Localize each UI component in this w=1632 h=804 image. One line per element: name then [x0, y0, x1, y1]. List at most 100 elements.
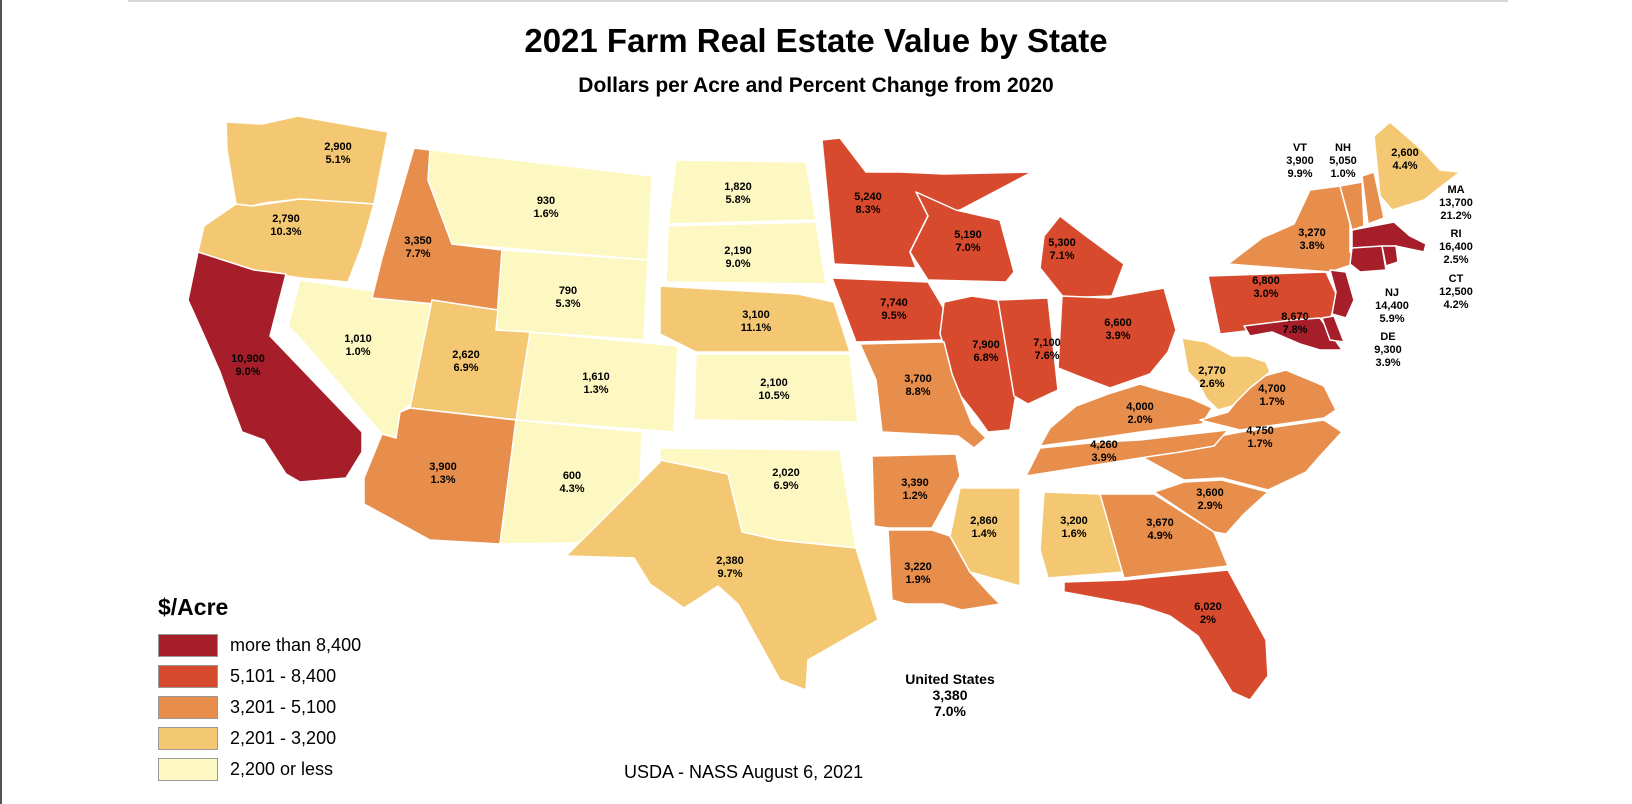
state-change-SC: 2.9%	[1197, 500, 1222, 512]
state-value-NH: 5,050	[1329, 155, 1357, 167]
state-value-MN: 5,240	[854, 191, 882, 203]
state-NJ	[1329, 269, 1355, 319]
state-change-FL: 2%	[1200, 614, 1216, 626]
state-OH	[1057, 287, 1177, 389]
state-SD	[665, 221, 827, 285]
state-value-VA: 4,700	[1258, 383, 1286, 395]
state-change-OK: 6.9%	[773, 480, 798, 492]
state-DE	[1321, 315, 1345, 343]
state-value-MT: 930	[537, 195, 555, 207]
state-change-WY: 5.3%	[555, 298, 580, 310]
us-total-value: 3,380	[932, 687, 968, 703]
legend-swatch	[158, 634, 218, 657]
state-value-SC: 3,600	[1196, 487, 1224, 499]
state-RI	[1381, 245, 1399, 267]
state-value-UT: 2,620	[452, 349, 480, 361]
state-change-OR: 10.3%	[270, 226, 301, 238]
state-change-NE: 11.1%	[741, 322, 772, 334]
state-KS	[693, 353, 859, 423]
state-change-PA: 3.0%	[1253, 288, 1278, 300]
state-change-ND: 5.8%	[725, 194, 750, 206]
state-value-KS: 2,100	[760, 377, 788, 389]
state-WI	[909, 191, 1015, 283]
state-value-IA: 7,740	[880, 297, 908, 309]
state-change-ME: 4.4%	[1392, 160, 1417, 172]
state-MT	[427, 149, 653, 261]
state-CO	[515, 331, 679, 433]
state-change-IN: 7.6%	[1034, 350, 1059, 362]
state-abbr-CT: CT	[1449, 273, 1464, 285]
legend-label: 3,201 - 5,100	[230, 697, 337, 717]
state-value-WA: 2,900	[324, 141, 352, 153]
state-NH	[1361, 171, 1385, 225]
state-LA	[887, 529, 1001, 611]
state-change-KY: 2.0%	[1127, 414, 1152, 426]
legend-label: 2,201 - 3,200	[230, 728, 337, 748]
state-value-CT: 12,500	[1439, 286, 1473, 298]
frame-border-left	[0, 0, 2, 804]
state-value-ND: 1,820	[724, 181, 752, 193]
state-value-DE: 9,300	[1374, 344, 1402, 356]
state-change-DE: 3.9%	[1375, 357, 1400, 369]
state-value-NJ: 14,400	[1375, 300, 1409, 312]
state-change-WI: 7.0%	[955, 242, 980, 254]
state-value-MI: 5,300	[1048, 237, 1076, 249]
state-AR	[871, 453, 961, 529]
state-change-MT: 1.6%	[533, 208, 558, 220]
legend-swatch	[158, 727, 218, 750]
state-change-IL: 6.8%	[973, 352, 998, 364]
state-value-WV: 2,770	[1198, 365, 1226, 377]
state-value-TN: 4,260	[1090, 439, 1118, 451]
state-ND	[667, 159, 817, 225]
state-FL	[1063, 569, 1269, 701]
state-value-IN: 7,100	[1033, 337, 1061, 349]
state-change-WV: 2.6%	[1199, 378, 1224, 390]
state-value-ME: 2,600	[1391, 147, 1419, 159]
state-change-MO: 8.8%	[905, 386, 930, 398]
state-MD	[1243, 317, 1343, 351]
state-value-RI: 16,400	[1439, 241, 1473, 253]
state-value-CO: 1,610	[582, 371, 610, 383]
state-value-AL: 3,200	[1060, 515, 1088, 527]
state-abbr-VT: VT	[1293, 142, 1307, 154]
state-WY	[495, 249, 649, 341]
state-value-VT: 3,900	[1286, 155, 1314, 167]
state-MO	[859, 341, 987, 449]
legend-swatch	[158, 665, 218, 688]
state-MS	[949, 487, 1021, 587]
state-value-NC: 4,750	[1246, 425, 1274, 437]
state-GA	[1099, 493, 1229, 579]
state-value-FL: 6,020	[1194, 601, 1222, 613]
state-change-IA: 9.5%	[881, 310, 906, 322]
state-change-AL: 1.6%	[1061, 528, 1086, 540]
legend-swatch	[158, 758, 218, 781]
state-OR	[197, 198, 375, 283]
state-CA	[187, 251, 363, 483]
state-change-SD: 9.0%	[725, 258, 750, 270]
state-change-MA: 21.2%	[1440, 210, 1471, 222]
state-value-MD: 8,670	[1281, 311, 1309, 323]
state-change-NJ: 5.9%	[1379, 313, 1404, 325]
state-TN	[1025, 429, 1229, 477]
state-value-SD: 2,190	[724, 245, 752, 257]
legend-swatch	[158, 696, 218, 719]
state-change-NC: 1.7%	[1247, 438, 1272, 450]
state-value-PA: 6,800	[1252, 275, 1280, 287]
state-WV	[1181, 337, 1271, 411]
map-title: 2021 Farm Real Estate Value by State	[524, 22, 1108, 59]
state-abbr-DE: DE	[1380, 331, 1395, 343]
state-VT	[1339, 181, 1365, 231]
state-change-MS: 1.4%	[971, 528, 996, 540]
state-value-TX: 2,380	[716, 555, 744, 567]
state-change-NY: 3.8%	[1299, 240, 1324, 252]
state-value-GA: 3,670	[1146, 517, 1174, 529]
state-change-VT: 9.9%	[1287, 168, 1312, 180]
state-change-TX: 9.7%	[717, 568, 742, 580]
state-value-LA: 3,220	[904, 561, 932, 573]
state-value-MS: 2,860	[970, 515, 998, 527]
state-change-LA: 1.9%	[905, 574, 930, 586]
state-change-KS: 10.5%	[758, 390, 789, 402]
legend-label: 5,101 - 8,400	[230, 666, 337, 686]
state-value-labels: 2,9005.1%2,79010.3%10,9009.0%3,3507.7%1,…	[231, 141, 1473, 626]
state-abbr-RI: RI	[1451, 228, 1462, 240]
